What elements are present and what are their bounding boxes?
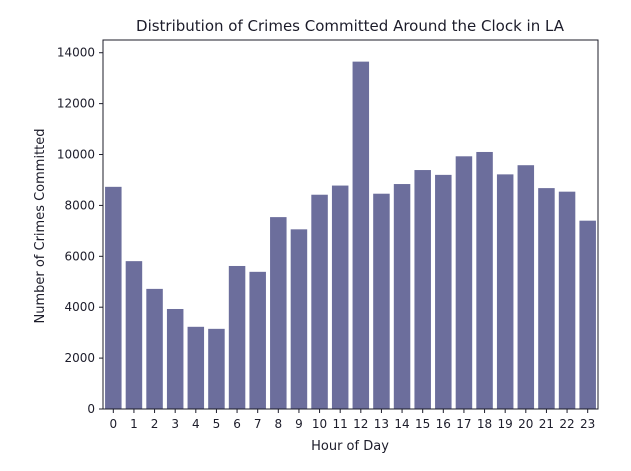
- chart-title: Distribution of Crimes Committed Around …: [136, 17, 565, 35]
- y-axis-ticks: 0 2000 4000 6000 8000 10000 12000 14000: [57, 46, 103, 416]
- y-tick-label: 12000: [57, 97, 95, 111]
- bar-hour-10: [311, 194, 328, 409]
- y-tick-label: 2000: [64, 351, 95, 365]
- x-tick-label: 0: [109, 417, 117, 431]
- bar-hour-20: [517, 165, 535, 409]
- bar-hour-7: [249, 271, 266, 409]
- bar-hour-8: [270, 217, 287, 409]
- x-tick-label: 9: [295, 417, 303, 431]
- x-axis-title: Hour of Day: [311, 439, 389, 454]
- plot-frame: [102, 39, 599, 410]
- y-tick-label: 0: [87, 402, 95, 416]
- bar-hour-2: [146, 288, 163, 409]
- x-axis-ticks: 0 1 2 3 4 5 6 7 8 9 10 11 12 13 14 15 16 17 18 19 20 21 22 23: [109, 409, 595, 431]
- y-axis-title: Number of Crimes Committed: [33, 128, 48, 323]
- bar-hour-5: [208, 328, 225, 409]
- bar-hour-19: [496, 174, 514, 409]
- x-tick-label: 11: [333, 417, 348, 431]
- bar-hour-17: [455, 156, 473, 409]
- bar-hour-14: [393, 184, 411, 409]
- x-tick-label: 4: [192, 417, 200, 431]
- bars-group: [105, 61, 596, 409]
- y-tick-label: 4000: [64, 300, 95, 314]
- x-tick-label: 13: [374, 417, 389, 431]
- bar-hour-13: [373, 193, 390, 409]
- bar-hour-11: [331, 185, 349, 409]
- y-tick-label: 8000: [64, 198, 95, 212]
- bar-hour-3: [166, 308, 184, 409]
- x-tick-label: 2: [151, 417, 159, 431]
- x-tick-label: 21: [539, 417, 554, 431]
- x-tick-label: 8: [274, 417, 282, 431]
- x-tick-label: 1: [130, 417, 138, 431]
- y-tick-label: 14000: [57, 46, 95, 60]
- bar-hour-18: [476, 151, 493, 409]
- bar-hour-0: [105, 186, 122, 409]
- x-tick-label: 23: [580, 417, 595, 431]
- x-tick-label: 12: [353, 417, 368, 431]
- x-tick-label: 14: [394, 417, 409, 431]
- bar-hour-1: [125, 261, 143, 409]
- x-tick-label: 19: [498, 417, 513, 431]
- bar-hour-6: [228, 265, 246, 409]
- y-tick-label: 6000: [64, 249, 95, 263]
- x-tick-label: 15: [415, 417, 430, 431]
- bar-hour-22: [558, 191, 576, 409]
- bar-hour-12: [352, 61, 370, 409]
- y-tick-label: 10000: [57, 148, 95, 162]
- x-tick-label: 6: [233, 417, 241, 431]
- x-tick-label: 5: [213, 417, 221, 431]
- x-tick-label: 3: [171, 417, 179, 431]
- x-tick-label: 10: [312, 417, 327, 431]
- bar-hour-15: [414, 170, 431, 409]
- x-tick-label: 22: [559, 417, 574, 431]
- x-tick-label: 20: [518, 417, 533, 431]
- bar-hour-16: [435, 174, 452, 409]
- x-tick-label: 16: [436, 417, 451, 431]
- bar-hour-23: [579, 220, 596, 409]
- x-tick-label: 7: [254, 417, 262, 431]
- x-tick-label: 18: [477, 417, 492, 431]
- bar-hour-21: [538, 188, 555, 409]
- bar-hour-4: [187, 326, 205, 409]
- x-tick-label: 17: [456, 417, 471, 431]
- bar-hour-9: [290, 229, 308, 409]
